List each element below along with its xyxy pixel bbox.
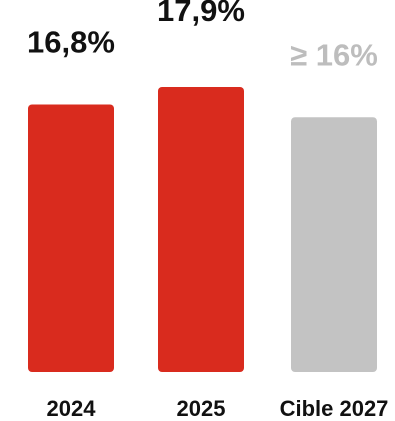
category-label-2024: 2024 (47, 396, 97, 421)
value-label-2025: 17,9% (157, 0, 245, 28)
value-label-2024: 16,8% (27, 25, 115, 60)
category-label-2025: 2025 (177, 396, 226, 421)
category-label-cible-2027: Cible 2027 (280, 396, 389, 421)
bar-cible-2027 (291, 117, 377, 372)
bar-2025 (158, 87, 244, 372)
value-label-cible-2027: ≥ 16% (290, 37, 378, 72)
bar-2024 (28, 104, 114, 372)
